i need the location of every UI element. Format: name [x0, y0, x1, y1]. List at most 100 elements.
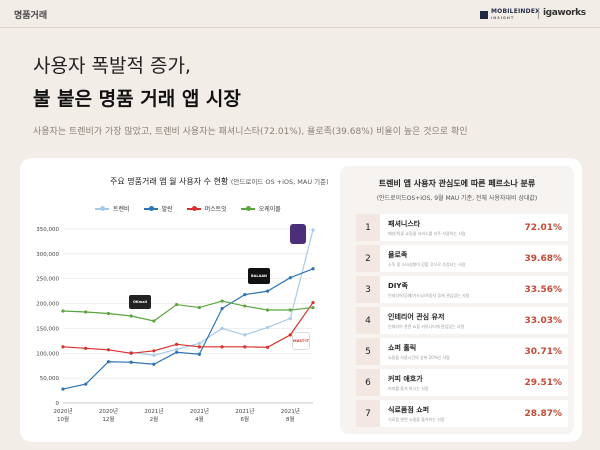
data-point — [129, 314, 133, 318]
data-point — [311, 300, 315, 305]
persona-title: 트렌비 앱 사용자 관심도에 따른 페르소나 분류 — [378, 179, 536, 188]
legend-swatch — [95, 205, 109, 211]
persona-desc: 쇼핑을 사용시간의 상위 20%인 사람 — [388, 354, 450, 360]
balaan-logo: BALAAN — [248, 268, 270, 284]
persona-name: DIY족 — [388, 281, 408, 290]
persona-note: (안드로이드OS+iOS, 9월 MAU 기준, 전체 사용자대비 상대값) — [376, 195, 538, 202]
data-point — [61, 387, 65, 391]
logo-divider — [538, 9, 539, 19]
data-point — [288, 333, 292, 337]
data-point — [152, 362, 156, 366]
data-point — [129, 360, 133, 364]
legend-item: 발란 — [143, 204, 173, 213]
subtitle: 사용자는 트렌비가 가장 많았고, 트렌비 사용자는 패셔니스타(72.01%)… — [33, 127, 468, 137]
data-point — [152, 349, 156, 353]
chart-title: 주요 명품거래 앱 월 사용자 수 현황 (안드로이드 OS +iOS, MAU… — [110, 176, 329, 187]
data-point — [265, 325, 270, 330]
data-point — [129, 351, 133, 355]
headline-line-2: 불 붙은 명품 거래 앱 시장 — [33, 88, 241, 110]
persona-pct: 33.56% — [524, 284, 563, 295]
persona-desc: 인테리어 관련 쇼핑 커뮤니티에 관심있는 사람 — [388, 323, 465, 329]
persona-row: 7 식료품점 쇼퍼 식료품 관련 쇼핑을 즐겨하는 사람 28.87% — [356, 400, 568, 427]
data-point — [106, 311, 111, 316]
y-tick-label: 350,000 — [36, 227, 59, 233]
data-point — [288, 276, 292, 280]
persona-rank: 3 — [356, 276, 380, 303]
legend-swatch — [240, 205, 255, 211]
persona-desc: 인테리어/공예/가드닝/자동차 등에 관심있는 사람 — [388, 292, 470, 298]
persona-rank: 2 — [356, 245, 380, 272]
persona-row: 1 패셔니스타 패션/의류 쇼핑몰 서비스를 자주 사용하는 사람 72.01% — [356, 214, 568, 241]
persona-rank: 7 — [356, 400, 380, 427]
data-point — [84, 346, 88, 350]
data-point — [197, 345, 201, 349]
persona-rank: 5 — [356, 338, 380, 365]
data-point — [84, 310, 88, 314]
igaworks-logo: igaworks — [543, 8, 586, 18]
legend-label: 발란 — [161, 206, 173, 213]
persona-pct: 33.03% — [524, 315, 563, 326]
data-point — [220, 299, 224, 303]
mobileindex-logo-icon — [480, 11, 488, 19]
data-point — [152, 319, 156, 323]
x-tick-label-year: 2020년 — [53, 407, 72, 415]
data-point — [106, 360, 111, 364]
data-point — [243, 333, 247, 337]
persona-row: 5 쇼퍼 홀릭 쇼핑을 사용시간의 상위 20%인 사람 30.71% — [356, 338, 568, 365]
legend-swatch — [186, 205, 201, 211]
data-point — [175, 342, 179, 346]
legend-item: 트렌비 — [95, 204, 130, 213]
persona-desc: 식료품 관련 쇼핑을 즐겨하는 사람 — [388, 416, 445, 422]
x-tick-label-month: 2월 — [150, 415, 159, 423]
trenbe-logo — [290, 224, 306, 244]
persona-row: 6 커피 애호가 커피를 즐겨 마시는 사람 29.51% — [356, 369, 568, 396]
persona-rank: 6 — [356, 369, 380, 396]
y-tick-label: 50,000 — [40, 376, 60, 382]
data-point — [106, 348, 111, 352]
data-point — [197, 352, 201, 356]
category-label: 명품거래 — [14, 11, 48, 21]
chart-legend: 트렌비 발란 머스트잇 오케이몰 — [95, 204, 281, 213]
data-point — [175, 302, 179, 307]
persona-panel: 트렌비 앱 사용자 관심도에 따른 페르소나 분류 (안드로이드OS+iOS, … — [340, 166, 574, 434]
x-tick-label-year: 2021년 — [190, 407, 209, 415]
x-tick-label-month: 4월 — [195, 415, 204, 423]
x-tick-label-month: 8월 — [286, 415, 295, 423]
legend-label: 머스트잇 — [204, 206, 227, 213]
data-point — [243, 293, 247, 297]
y-tick-label: 250,000 — [36, 277, 59, 283]
data-point — [311, 228, 315, 232]
x-tick-label-month: 12월 — [102, 415, 114, 423]
y-tick-label: 100,000 — [36, 351, 59, 357]
series-line — [131, 229, 314, 356]
data-point — [197, 305, 201, 310]
line-chart: 0 50,000 100,000 150,000 200,000 250,000 300,0… — [36, 227, 315, 423]
data-point — [265, 345, 270, 349]
series-line — [62, 300, 314, 322]
legend-label: 트렌비 — [113, 206, 130, 213]
headline-line-1: 사용자 폭발적 증가, — [33, 55, 191, 77]
data-point — [265, 308, 270, 312]
x-tick-label-month: 10월 — [57, 415, 69, 423]
persona-name: 욜로족 — [388, 250, 408, 259]
data-point — [175, 350, 179, 354]
data-point — [243, 345, 247, 349]
legend-label: 오케이몰 — [258, 206, 281, 213]
mobileindex-logo-text: MOBILEINDEX INSIGHT — [491, 8, 540, 21]
persona-name: 인테리어 관심 유저 — [388, 312, 445, 321]
persona-name: 쇼퍼 홀릭 — [388, 343, 417, 352]
persona-name: 패셔니스타 — [388, 219, 421, 228]
data-point — [288, 308, 292, 312]
data-point — [311, 305, 315, 310]
legend-swatch — [143, 205, 158, 211]
persona-row: 2 욜로족 소득 및 소비성향이 강할 것으로 추정되는 사람 39.68% — [356, 245, 568, 272]
top-bar: 명품거래 MOBILEINDEX INSIGHT igaworks — [0, 0, 600, 28]
data-point — [152, 353, 156, 357]
data-point — [61, 345, 65, 349]
x-tick-label-year: 2021년 — [235, 407, 254, 415]
persona-pct: 29.51% — [524, 377, 563, 388]
data-point — [220, 345, 224, 349]
persona-desc: 소득 및 소비성향이 강할 것으로 추정되는 사람 — [388, 261, 466, 267]
series-line — [62, 302, 314, 354]
